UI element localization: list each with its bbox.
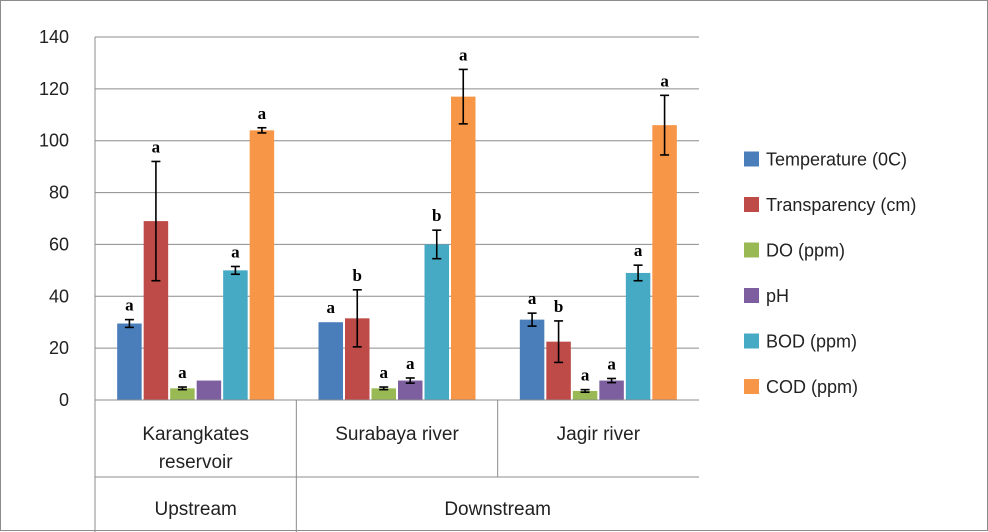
axes — [94, 37, 699, 532]
significance-label: a — [327, 298, 336, 317]
bar — [196, 380, 222, 400]
category-label: Karangkates — [142, 424, 249, 445]
legend-label: Transparency (cm) — [766, 195, 916, 215]
group-label: Upstream — [154, 499, 236, 520]
significance-label: a — [178, 363, 187, 382]
y-tick-label: 0 — [59, 390, 69, 410]
legend-label: BOD (ppm) — [766, 332, 857, 352]
significance-label: a — [607, 354, 616, 373]
significance-label: b — [554, 297, 563, 316]
error-bars — [124, 68, 670, 394]
bar — [652, 125, 677, 401]
legend-swatch — [744, 197, 759, 212]
bar — [572, 390, 598, 400]
legend-swatch — [744, 288, 759, 303]
bar — [371, 388, 396, 400]
y-tick-label: 120 — [39, 79, 69, 99]
significance-label: b — [353, 266, 362, 285]
significance-label: a — [660, 71, 669, 90]
significance-label: a — [380, 363, 389, 382]
legend: Temperature (0C) Transparency (cm) DO (ppm… — [744, 150, 916, 397]
bar — [170, 388, 195, 400]
significance-label: a — [528, 289, 537, 308]
significance-label: a — [152, 137, 161, 156]
bar — [625, 272, 651, 400]
bar — [249, 130, 275, 401]
y-tick-label: 40 — [49, 286, 69, 306]
legend-label: COD (ppm) — [766, 377, 858, 397]
legend-swatch — [744, 379, 759, 394]
category-label: Jagir river — [557, 424, 641, 445]
significance-label: a — [231, 242, 240, 261]
significance-label: a — [459, 45, 468, 64]
bar — [519, 319, 545, 400]
bar — [398, 380, 423, 400]
legend-swatch — [744, 333, 759, 349]
significance-label: a — [406, 354, 415, 373]
legend-swatch — [744, 242, 759, 258]
legend-swatch — [744, 151, 759, 167]
bar — [451, 96, 476, 400]
significance-label: b — [432, 206, 441, 225]
significance-label: a — [581, 366, 590, 385]
bar — [223, 270, 248, 400]
bar — [599, 380, 624, 400]
group-label: Downstream — [444, 499, 551, 520]
significance-label: a — [258, 104, 267, 123]
bar — [424, 244, 449, 400]
significance-label: a — [125, 296, 134, 315]
legend-label: Temperature (0C) — [766, 150, 907, 170]
y-tick-label: 80 — [49, 183, 69, 203]
significance-label: a — [634, 241, 643, 260]
bar — [318, 322, 343, 400]
y-axis-tick-labels: 0 20 40 60 80 100 120 140 — [39, 27, 69, 410]
y-tick-label: 60 — [49, 234, 69, 254]
category-label: reservoir — [159, 452, 234, 473]
y-tick-label: 20 — [49, 338, 69, 358]
legend-label: pH — [766, 286, 789, 306]
bar-series — [117, 96, 677, 401]
bar — [117, 323, 142, 400]
category-label: Surabaya river — [335, 424, 459, 445]
y-tick-label: 140 — [39, 27, 69, 47]
category-labels: Karangkates reservoir Surabaya river Jagir … — [142, 424, 640, 520]
legend-label: DO (ppm) — [766, 241, 845, 261]
y-tick-label: 100 — [39, 131, 69, 151]
gridlines — [95, 36, 699, 349]
